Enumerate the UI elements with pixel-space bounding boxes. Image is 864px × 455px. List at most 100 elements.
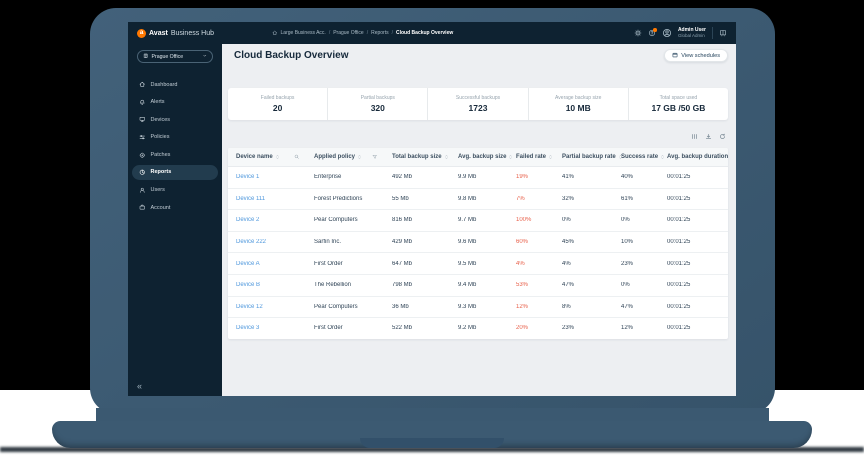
stat-label: Failed backups [260, 95, 295, 101]
cell-avg: 9.5 Mb [458, 260, 477, 267]
table-row[interactable]: Device 222 Sarfin Inc. 429 Mb 9.6 Mb 60% 45% 1… [228, 232, 728, 254]
sidebar-item-users[interactable]: Users [132, 183, 218, 198]
device-link[interactable]: Device 1 [236, 174, 260, 181]
cell-avg: 9.8 Mb [458, 195, 477, 202]
stat-cell: Average backup size 10 MB [527, 88, 628, 120]
app-header: a Avast Business Hub Large Business Acc.… [128, 22, 736, 44]
sidebar-item-label: Alerts [150, 99, 165, 106]
stat-cell: Total space used 17 GB /50 GB [627, 88, 728, 120]
sidebar-item-label: Users [150, 187, 165, 194]
column-header-success-rate[interactable]: Success rate [613, 154, 664, 161]
column-header-device-name[interactable]: Device name [228, 154, 306, 161]
table-row[interactable]: Device 2 Pear Computers 816 Mb 9.7 Mb 100% 0%… [228, 210, 728, 232]
device-link[interactable]: Device B [236, 282, 261, 289]
cell-avg: 9.2 Mb [458, 325, 477, 332]
column-header-total-backup-size[interactable]: Total backup size [384, 154, 450, 161]
sort-icon[interactable] [618, 154, 623, 161]
avatar[interactable] [662, 28, 672, 38]
sort-icon[interactable] [275, 154, 280, 161]
cell-policy: Sarfin Inc. [314, 239, 342, 246]
cell-partial: 45% [562, 239, 575, 246]
stat-label: Partial backups [360, 95, 395, 101]
search-icon[interactable] [294, 154, 300, 160]
sidebar-item-policies[interactable]: Policies [132, 130, 218, 145]
monitor-icon [139, 116, 146, 123]
cell-total: 492 Mb [392, 174, 413, 181]
table-row[interactable]: Device B The Rebellion 798 Mb 9.4 Mb 53% 47% 0… [228, 275, 728, 297]
table-row[interactable]: Device 12 Pear Computers 36 Mb 9.3 Mb 12% 8% 4… [228, 297, 728, 319]
column-header-failed-rate[interactable]: Failed rate [508, 154, 554, 161]
device-link[interactable]: Device 3 [236, 325, 260, 332]
pie-icon [139, 169, 146, 176]
sidebar-collapse-button[interactable]: « [137, 381, 143, 391]
sort-icon[interactable] [357, 154, 362, 161]
view-schedules-button[interactable]: View schedules [664, 49, 728, 62]
breadcrumb-item[interactable]: Large Business Acc. [280, 29, 326, 36]
cell-policy: First Order [314, 260, 343, 267]
breadcrumb-item[interactable]: Prague Office [333, 29, 364, 36]
sidebar-item-account[interactable]: Account [132, 200, 218, 215]
cell-partial: 32% [562, 195, 575, 202]
device-link[interactable]: Device 12 [236, 303, 263, 310]
sidebar-item-reports[interactable]: Reports [132, 164, 218, 180]
cell-avg: 9.4 Mb [458, 282, 477, 289]
stat-label: Successful backups [455, 95, 501, 101]
device-link[interactable]: Device 2 [236, 217, 260, 224]
cell-failed: 60% [516, 239, 529, 246]
download-icon[interactable] [705, 128, 712, 146]
sort-icon[interactable] [660, 154, 665, 161]
cell-total: 647 Mb [392, 260, 413, 267]
cell-avg: 9.6 Mb [458, 239, 477, 246]
sidebar-item-alerts[interactable]: Alerts [132, 95, 218, 110]
device-link[interactable]: Device 111 [236, 195, 266, 202]
cell-success: 47% [621, 303, 634, 310]
cell-partial: 41% [562, 174, 575, 181]
columns-icon[interactable] [691, 128, 698, 146]
cell-duration: 00:01:25 [667, 239, 691, 246]
breadcrumb-separator: / [328, 29, 331, 36]
sidebar-item-dashboard[interactable]: Dashboard [132, 77, 218, 92]
notifications-icon[interactable] [648, 28, 657, 37]
column-header-avg-backup-size[interactable]: Avg. backup size [450, 154, 513, 161]
cell-failed: 12% [516, 303, 529, 310]
column-header-avg-backup-duration[interactable]: Avg. backup duration [659, 154, 728, 161]
cell-failed: 100% [516, 217, 532, 224]
column-header-applied-policy[interactable]: Applied policy [306, 154, 384, 161]
location-selector[interactable]: Prague Office [137, 50, 213, 63]
user-menu[interactable]: Admin User Global Admin [678, 27, 706, 39]
breadcrumb-item[interactable]: Reports [371, 29, 389, 36]
cell-policy: The Rebellion [314, 282, 352, 289]
sort-icon[interactable] [444, 154, 449, 161]
cell-partial: 0% [562, 217, 571, 224]
cell-success: 61% [621, 195, 634, 202]
filter-icon[interactable] [372, 154, 378, 160]
cell-total: 36 Mb [392, 303, 409, 310]
avast-logo-icon: a [137, 28, 146, 38]
apps-icon[interactable] [719, 29, 727, 37]
sidebar-item-devices[interactable]: Devices [132, 112, 218, 127]
column-header-partial-backup-rate[interactable]: Partial backup rate [554, 154, 622, 161]
cell-total: 429 Mb [392, 239, 413, 246]
sort-icon[interactable] [508, 154, 513, 161]
refresh-icon[interactable] [719, 128, 726, 146]
cell-failed: 20% [516, 325, 529, 332]
column-label: Failed rate [516, 153, 547, 160]
table-row[interactable]: Device A First Order 647 Mb 9.5 Mb 4% 4% 23% 00… [228, 253, 728, 275]
column-label: Applied policy [314, 153, 356, 160]
location-label: Prague Office [151, 53, 184, 60]
cell-policy: Forest Predictions [314, 195, 363, 202]
table-row[interactable]: Device 3 First Order 522 Mb 9.2 Mb 20% 23% 12%… [228, 318, 728, 339]
stat-cell: Successful backups 1723 [427, 88, 527, 120]
settings-icon[interactable] [634, 29, 642, 37]
device-link[interactable]: Device A [236, 260, 260, 267]
table-row[interactable]: Device 1 Enterprise 492 Mb 9.9 Mb 19% 41% 40% 0… [228, 167, 728, 189]
sidebar-item-patches[interactable]: Patches [132, 147, 218, 162]
sort-icon[interactable] [548, 154, 553, 161]
cell-duration: 00:01:25 [667, 195, 691, 202]
device-link[interactable]: Device 222 [236, 239, 267, 246]
column-label: Total backup size [392, 153, 442, 160]
table-row[interactable]: Device 111 Forest Predictions 55 Mb 9.8 Mb 7… [228, 189, 728, 211]
cell-partial: 47% [562, 282, 575, 289]
sidebar-item-label: Policies [150, 134, 170, 141]
